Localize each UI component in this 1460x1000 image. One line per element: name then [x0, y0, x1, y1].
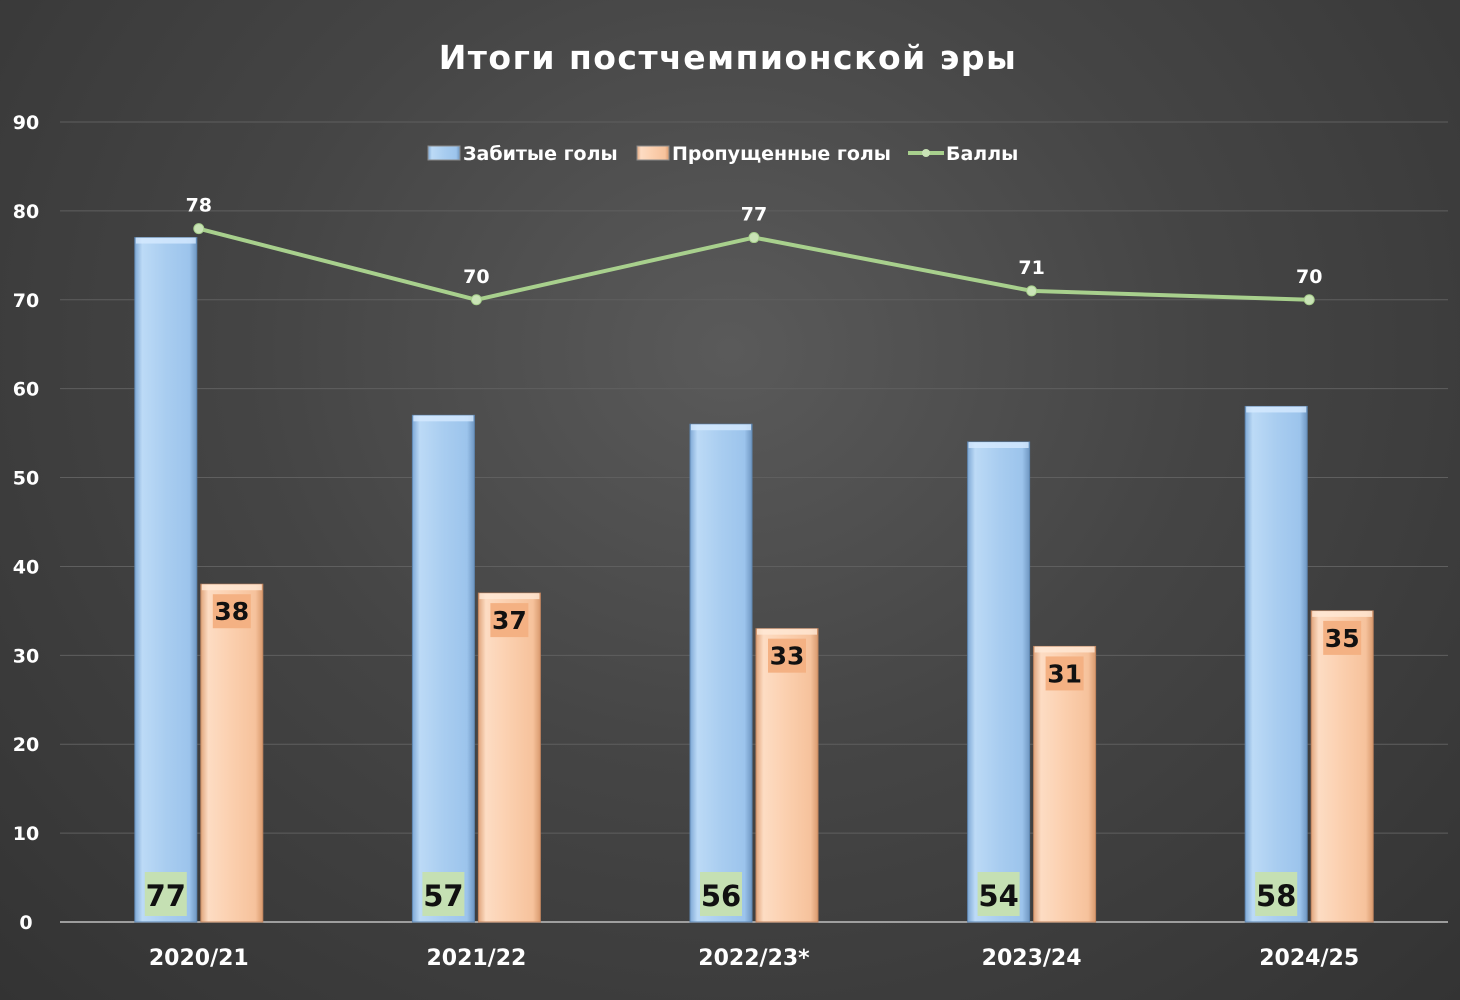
bar-conceded [1033, 645, 1097, 923]
x-tick-label: 2021/22 [426, 946, 526, 971]
y-tick-label: 90 [13, 112, 39, 134]
bar-conceded [477, 592, 541, 923]
data-label-conceded-bg [1045, 656, 1084, 691]
points-marker [470, 294, 482, 306]
data-label-scored: 54 [978, 879, 1018, 913]
y-tick-label: 10 [13, 823, 39, 845]
data-label-scored-bg [1255, 872, 1298, 916]
data-label-conceded: 38 [214, 597, 249, 626]
y-tick-label: 20 [13, 734, 39, 756]
legend-label: Баллы [946, 143, 1018, 165]
data-label-scored-bg [700, 872, 742, 916]
x-tick-label: 2022/23* [698, 946, 810, 971]
bar-scored-cap [691, 424, 751, 431]
points-marker [193, 223, 205, 235]
data-label-points: 78 [186, 195, 212, 217]
x-tick-label: 2023/24 [982, 946, 1082, 971]
bar-scored-cap [968, 442, 1029, 448]
points-marker [1026, 285, 1038, 297]
bar-conceded [200, 583, 264, 923]
y-tick-label: 0 [19, 912, 32, 934]
data-label-conceded-bg [1323, 620, 1362, 655]
bar-scored [1244, 405, 1308, 923]
data-label-scored-bg [422, 872, 465, 916]
data-label-conceded-bg [768, 638, 806, 673]
legend-swatch [636, 145, 670, 161]
y-tick-label: 70 [13, 290, 39, 312]
data-label-conceded: 31 [1047, 659, 1082, 688]
y-tick-label: 80 [13, 201, 39, 223]
y-tick-label: 60 [13, 379, 39, 401]
data-label-points: 70 [1296, 266, 1322, 288]
legend: Забитые голы Пропущенные голы Баллы [427, 143, 1018, 165]
bar-conceded-cap [201, 584, 262, 591]
data-label-conceded-bg [490, 603, 529, 638]
data-label-points: 77 [741, 204, 767, 226]
bar-conceded [1310, 610, 1374, 923]
bar-conceded-cap [479, 593, 540, 600]
data-label-scored-bg [144, 872, 187, 916]
x-tick-label: 2020/21 [149, 946, 249, 971]
y-tick-label: 50 [13, 468, 39, 490]
data-label-conceded: 37 [492, 606, 527, 635]
y-tick-label: 40 [13, 556, 39, 578]
legend-label: Пропущенные голы [672, 143, 891, 165]
points-marker [748, 232, 760, 244]
bar-scored [411, 414, 475, 923]
data-label-conceded: 35 [1325, 624, 1360, 653]
data-label-scored: 58 [1256, 879, 1296, 913]
bar-scored [689, 423, 753, 923]
bar-scored [967, 441, 1031, 923]
data-label-conceded-bg [212, 594, 251, 629]
chart-title: Итоги постчемпионской эры [439, 38, 1018, 77]
bar-scored-cap [1246, 406, 1307, 413]
legend-marker [922, 149, 930, 157]
bar-conceded-cap [1312, 610, 1373, 617]
data-label-scored: 77 [146, 879, 186, 913]
data-label-points: 71 [1018, 257, 1044, 279]
data-label-scored: 56 [701, 879, 741, 913]
bar-scored-cap [135, 237, 196, 244]
bar-scored-cap [413, 415, 474, 422]
data-label-scored-bg [977, 872, 1020, 916]
bar-conceded-cap [1034, 646, 1095, 653]
legend-swatch [427, 145, 461, 161]
y-tick-label: 30 [13, 645, 39, 667]
bar-conceded-cap [757, 628, 817, 635]
x-tick-label: 2024/25 [1259, 946, 1359, 971]
points-marker [1303, 294, 1315, 306]
data-label-conceded: 33 [770, 642, 805, 671]
bar-scored [134, 237, 198, 923]
data-label-points: 70 [463, 266, 489, 288]
legend-label: Забитые голы [463, 143, 618, 165]
data-label-scored: 57 [423, 879, 463, 913]
